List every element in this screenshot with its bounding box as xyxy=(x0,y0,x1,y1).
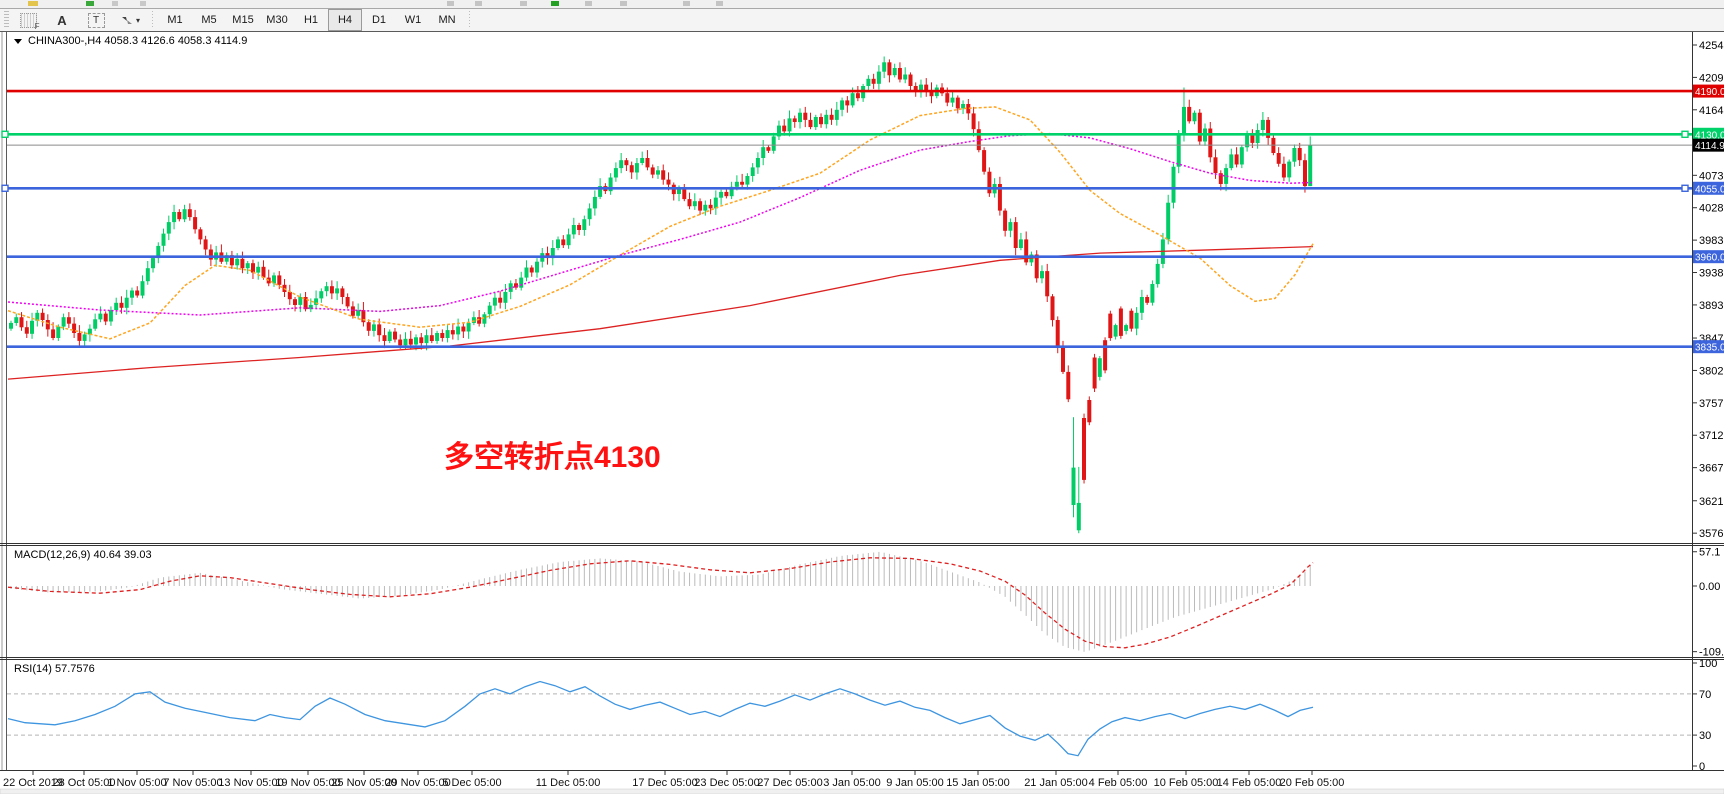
price-axis-label: 3938.0 xyxy=(1699,268,1724,280)
time-axis-label: 5 Dec 05:00 xyxy=(442,777,501,789)
chart-title: CHINA300-,H4 4058.3 4126.6 4058.3 4114.9 xyxy=(28,35,247,47)
macd-indicator-label: MACD(12,26,9) 40.64 39.03 xyxy=(14,549,152,561)
timeframe-button-d1[interactable]: D1 xyxy=(371,14,387,26)
macd-signal-line xyxy=(7,557,1314,649)
time-axis-label: 17 Dec 05:00 xyxy=(632,777,697,789)
clipped-icon-fragment xyxy=(447,1,454,6)
ma-magenta xyxy=(7,132,1314,316)
price-axis-label: 3667.0 xyxy=(1699,463,1724,475)
timeframe-button-h1[interactable]: H1 xyxy=(303,14,319,26)
price-badge xyxy=(1693,127,1724,141)
price-badge xyxy=(1693,250,1724,264)
price-badge xyxy=(1693,84,1724,98)
timeframe-button-m30[interactable]: M30 xyxy=(266,14,288,26)
price-badge xyxy=(1693,138,1724,152)
clipped-icon-fragment xyxy=(620,1,627,6)
time-axis-label: 3 Jan 05:00 xyxy=(823,777,881,789)
text-box-icon[interactable]: T xyxy=(79,9,113,31)
timeframe-button-m15[interactable]: M15 xyxy=(232,14,254,26)
clipped-icon-fragment xyxy=(86,1,94,6)
price-axis-label: 3893.0 xyxy=(1699,300,1724,312)
price-axis-label: 4073.0 xyxy=(1699,170,1724,182)
clipped-icon-fragment xyxy=(475,1,482,6)
time-axis-label: 11 Dec 05:00 xyxy=(536,777,601,789)
price-badge xyxy=(1693,181,1724,195)
hline-handle xyxy=(1,184,9,192)
price-axis-label: 4164.0 xyxy=(1699,105,1724,117)
rsi-axis-label: 70 xyxy=(1699,689,1711,701)
time-axis-label: 10 Feb 05:00 xyxy=(1154,777,1219,789)
clipped-icon-fragment xyxy=(551,1,559,6)
symbol-dropdown-icon[interactable] xyxy=(14,39,22,44)
time-axis-label: 9 Jan 05:00 xyxy=(886,777,944,789)
price-axis-label: 3983.0 xyxy=(1699,235,1724,247)
clipped-icon-fragment xyxy=(585,1,592,6)
hline-handle xyxy=(1,130,9,138)
ma-red-slow xyxy=(7,245,1314,380)
macd-axis-label: -109.43 xyxy=(1699,647,1724,659)
chart-annotation-text: 多空转折点4130 xyxy=(444,441,661,474)
tile-windows-icon[interactable]: F xyxy=(11,9,45,31)
timeframe-button-m1[interactable]: M1 xyxy=(167,14,183,26)
status-bar-sliver xyxy=(0,788,1724,794)
timeframe-button-w1[interactable]: W1 xyxy=(404,14,422,26)
time-axis-label: 28 Oct 05:00 xyxy=(53,777,116,789)
price-badge-value: 4190.0 xyxy=(1695,87,1724,98)
timeframe-button-mn[interactable]: MN xyxy=(438,14,456,26)
upper-toolbar-clipped xyxy=(0,0,1724,9)
time-axis-label: 23 Dec 05:00 xyxy=(694,777,759,789)
clipped-icon-fragment xyxy=(140,1,146,6)
main-toolbar: F A T ▾ M1 M5 M15 M30 H1 H4 D1 W1 MN xyxy=(0,9,1724,32)
time-axis-label: 20 Feb 05:00 xyxy=(1280,777,1345,789)
rsi-axis-label: 0 xyxy=(1699,761,1705,773)
chart-canvas[interactable]: 4254.0 4209.0 4164.0 4073.0 4028.0 3983.0 3938… xyxy=(0,31,1724,794)
timeframe-button-h4[interactable]: H4 xyxy=(328,9,362,31)
price-axis-label: 3621.0 xyxy=(1699,496,1724,508)
timeframe-button-m5[interactable]: M5 xyxy=(201,14,217,26)
clipped-icon-fragment xyxy=(112,1,118,6)
time-axis-label: 22 Oct 2019 xyxy=(3,777,63,789)
ma-orange xyxy=(7,106,1314,340)
price-badge xyxy=(1693,340,1724,354)
clipped-icon-fragment xyxy=(683,1,690,6)
clipped-icon-fragment xyxy=(716,1,723,6)
rsi-axis-label: 30 xyxy=(1699,730,1711,742)
time-axis-label: 25 Nov 05:00 xyxy=(331,777,396,789)
chart-background xyxy=(0,31,1724,794)
time-axis-label: 29 Nov 05:00 xyxy=(385,777,450,789)
price-axis-label: 3576.0 xyxy=(1699,528,1724,540)
time-axis-label: 15 Jan 05:00 xyxy=(946,777,1010,789)
macd-axis-label: 57.1 xyxy=(1699,547,1720,559)
clipped-icon-fragment xyxy=(520,1,527,6)
price-axis-label: 4028.0 xyxy=(1699,203,1724,215)
macd-axis-label: 0.00 xyxy=(1699,581,1720,593)
hline-handle xyxy=(1681,130,1689,138)
price-badge-value: 3835.0 xyxy=(1695,343,1724,354)
clipped-icon-fragment xyxy=(28,1,38,6)
time-axis-label: 13 Nov 05:00 xyxy=(218,777,283,789)
price-axis-label: 3757.0 xyxy=(1699,398,1724,410)
price-badge-value: 3960.0 xyxy=(1695,253,1724,264)
price-axis-label: 3712.0 xyxy=(1699,430,1724,442)
price-axis-label: 4209.0 xyxy=(1699,72,1724,84)
time-axis-label: 4 Feb 05:00 xyxy=(1089,777,1148,789)
price-axis-label: 4254.0 xyxy=(1699,40,1724,52)
price-badge-value: 4114.9 xyxy=(1695,141,1724,152)
price-axis-label: 3802.0 xyxy=(1699,365,1724,377)
rsi-axis-label: 100 xyxy=(1699,658,1717,670)
rsi-indicator-label: RSI(14) 57.7576 xyxy=(14,663,95,675)
price-badge-value: 4130.0 xyxy=(1695,130,1724,141)
time-axis-label: 14 Feb 05:00 xyxy=(1217,777,1282,789)
rsi-line xyxy=(7,680,1314,757)
time-axis-label: 1 Nov 05:00 xyxy=(107,777,166,789)
price-badge-value: 4055.0 xyxy=(1695,184,1724,195)
time-axis-label: 27 Dec 05:00 xyxy=(757,777,822,789)
time-axis-label: 21 Jan 05:00 xyxy=(1024,777,1088,789)
hline-handle xyxy=(1681,184,1689,192)
arrow-tools-icon[interactable]: ▾ xyxy=(113,9,147,31)
time-axis-label: 7 Nov 05:00 xyxy=(163,777,222,789)
insert-text-icon[interactable]: A xyxy=(57,12,67,28)
time-axis-label: 19 Nov 05:00 xyxy=(275,777,340,789)
